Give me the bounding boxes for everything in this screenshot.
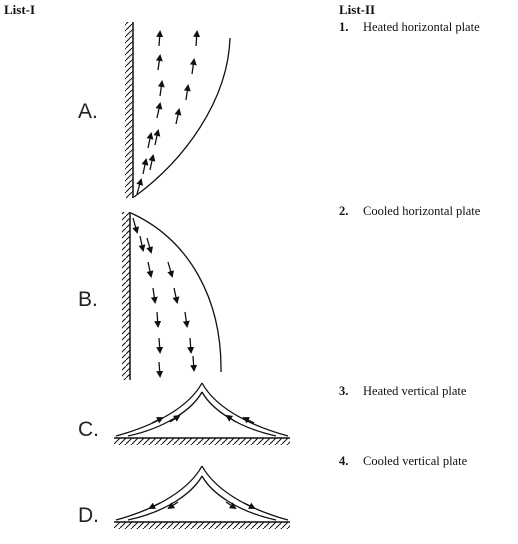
figure-c-flow-arrows <box>151 414 255 424</box>
list-2-item-3-text: Heated vertical plate <box>363 384 467 398</box>
figure-d-flow-arrows <box>148 501 256 510</box>
list-2-item-1-text: Heated horizontal plate <box>363 20 480 34</box>
figure-b-flow-arrows <box>132 217 198 378</box>
figure-b-label: B. <box>78 288 98 311</box>
figure-b-boundary-layer <box>130 212 222 373</box>
list-2-item-2-number: 2. <box>339 204 349 218</box>
figure-a-flow-arrows <box>136 30 201 195</box>
figure-d-label: D. <box>78 504 99 527</box>
list-2-item-4-number: 4. <box>339 454 349 468</box>
list-2-item-2: 2. Cooled horizontal plate <box>339 204 480 219</box>
figure-c-streamlines <box>115 382 289 437</box>
list-2-item-4: 4. Cooled vertical plate <box>339 454 467 469</box>
figure-d-streamlines <box>115 465 289 521</box>
figure-b-wall <box>122 212 131 380</box>
figure-a <box>125 22 231 198</box>
list-2-heading: List-II <box>339 2 376 17</box>
list-2-item-1-number: 1. <box>339 20 349 34</box>
list-2-item-4-text: Cooled vertical plate <box>363 454 468 468</box>
list-2-item-1: 1. Heated horizontal plate <box>339 20 480 35</box>
figure-c-plate <box>114 437 290 445</box>
figure-d-plate <box>114 521 290 529</box>
figure-b <box>122 212 222 380</box>
list-2-item-2-text: Cooled horizontal plate <box>363 204 481 218</box>
list-2-item-3: 3. Heated vertical plate <box>339 384 466 399</box>
figure-a-wall <box>125 22 134 198</box>
figure-c <box>114 382 290 445</box>
list-1-heading: List-I <box>4 2 36 17</box>
figure-d <box>114 465 290 529</box>
figure-c-label: C. <box>78 418 99 441</box>
figure-a-boundary-layer <box>133 37 231 198</box>
figure-a-label: A. <box>78 100 98 123</box>
list-2-item-3-number: 3. <box>339 384 349 398</box>
